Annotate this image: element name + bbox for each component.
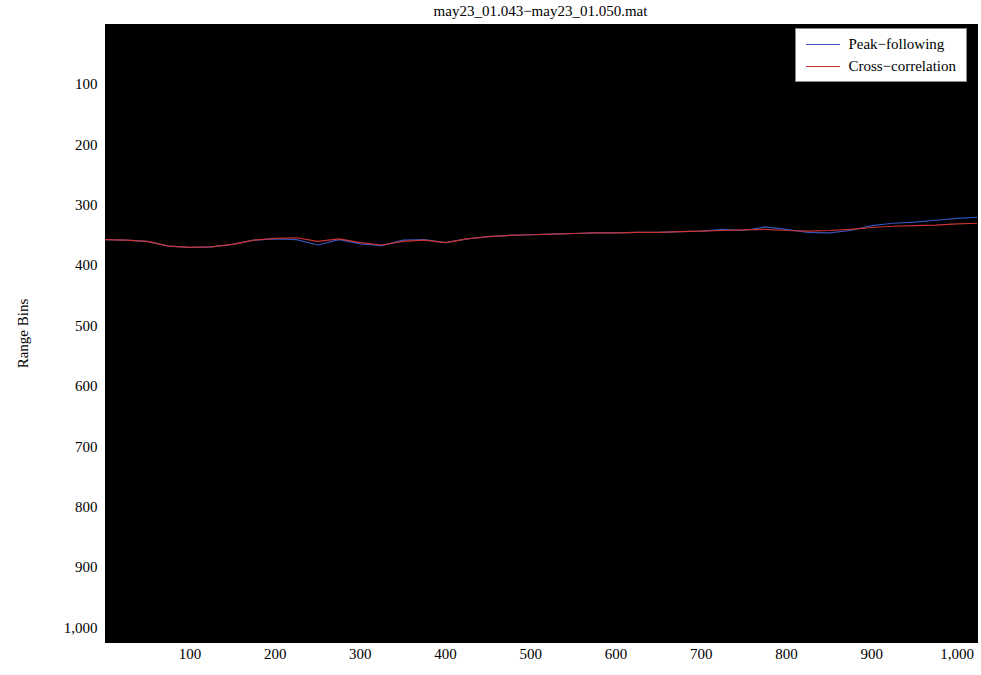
svg-text:100: 100: [179, 646, 202, 662]
svg-text:600: 600: [75, 378, 98, 394]
svg-text:800: 800: [75, 499, 98, 515]
svg-text:1,000: 1,000: [64, 620, 98, 636]
svg-text:Range Bins: Range Bins: [15, 299, 31, 369]
svg-text:100: 100: [75, 76, 98, 92]
svg-text:900: 900: [75, 559, 98, 575]
html-text:may23_01.043−may23_01.050.mat: may23_01.043−may23_01.050.mat: [433, 3, 648, 19]
svg-text:300: 300: [75, 197, 98, 213]
svg-text:900: 900: [861, 646, 884, 662]
html-text:Cross−correlation: Cross−correlation: [848, 57, 956, 74]
svg-text:300: 300: [349, 646, 372, 662]
svg-text:700: 700: [690, 646, 713, 662]
svg-text:800: 800: [775, 646, 798, 662]
html-text:Peak−following: Peak−following: [848, 35, 945, 52]
svg-text:700: 700: [75, 439, 98, 455]
svg-text:500: 500: [75, 318, 98, 334]
svg-text:400: 400: [75, 257, 98, 273]
svg-text:200: 200: [75, 137, 98, 153]
svg-text:600: 600: [605, 646, 628, 662]
svg-text:500: 500: [520, 646, 543, 662]
svg-text:1,000: 1,000: [940, 646, 974, 662]
svg-text:200: 200: [264, 646, 287, 662]
svg-text:400: 400: [434, 646, 457, 662]
